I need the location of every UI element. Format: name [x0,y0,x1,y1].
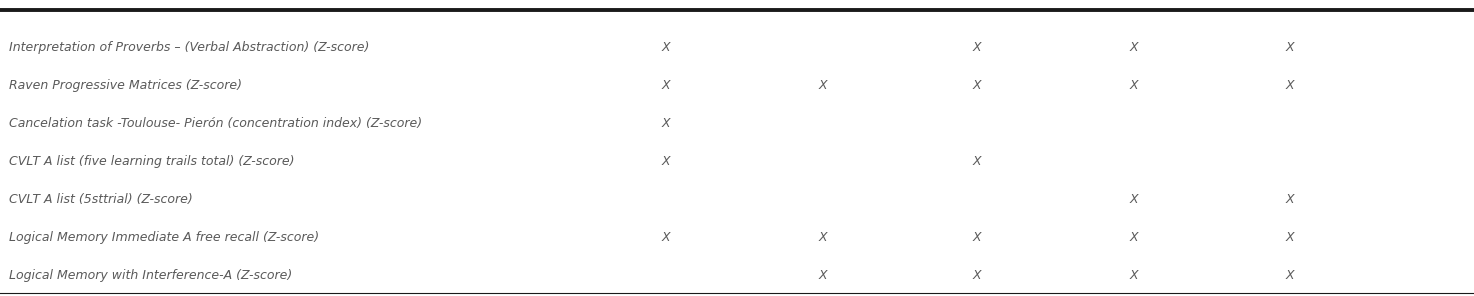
Text: X: X [1285,231,1294,244]
Text: X: X [1129,79,1138,92]
Text: Raven Progressive Matrices (Z-score): Raven Progressive Matrices (Z-score) [9,79,242,92]
Text: CVLT A list (5sttrial) (Z-score): CVLT A list (5sttrial) (Z-score) [9,193,193,206]
Text: X: X [1129,41,1138,54]
Text: X: X [662,79,671,92]
Text: X: X [1129,269,1138,282]
Text: X: X [1285,269,1294,282]
Text: X: X [662,117,671,130]
Text: Interpretation of Proverbs – (Verbal Abstraction) (Z-score): Interpretation of Proverbs – (Verbal Abs… [9,41,368,54]
Text: X: X [1285,193,1294,206]
Text: X: X [1285,79,1294,92]
Text: X: X [973,79,982,92]
Text: X: X [818,269,827,282]
Text: Cancelation task -Toulouse- Pierón (concentration index) (Z-score): Cancelation task -Toulouse- Pierón (conc… [9,117,422,130]
Text: Logical Memory Immediate A free recall (Z-score): Logical Memory Immediate A free recall (… [9,231,318,244]
Text: Logical Memory with Interference-A (Z-score): Logical Memory with Interference-A (Z-sc… [9,269,292,282]
Text: X: X [818,79,827,92]
Text: X: X [1129,193,1138,206]
Text: X: X [1285,41,1294,54]
Text: X: X [973,155,982,168]
Text: X: X [662,231,671,244]
Text: X: X [1129,231,1138,244]
Text: X: X [662,155,671,168]
Text: CVLT A list (five learning trails total) (Z-score): CVLT A list (five learning trails total)… [9,155,295,168]
Text: X: X [818,231,827,244]
Text: X: X [973,269,982,282]
Text: X: X [973,41,982,54]
Text: X: X [662,41,671,54]
Text: X: X [973,231,982,244]
